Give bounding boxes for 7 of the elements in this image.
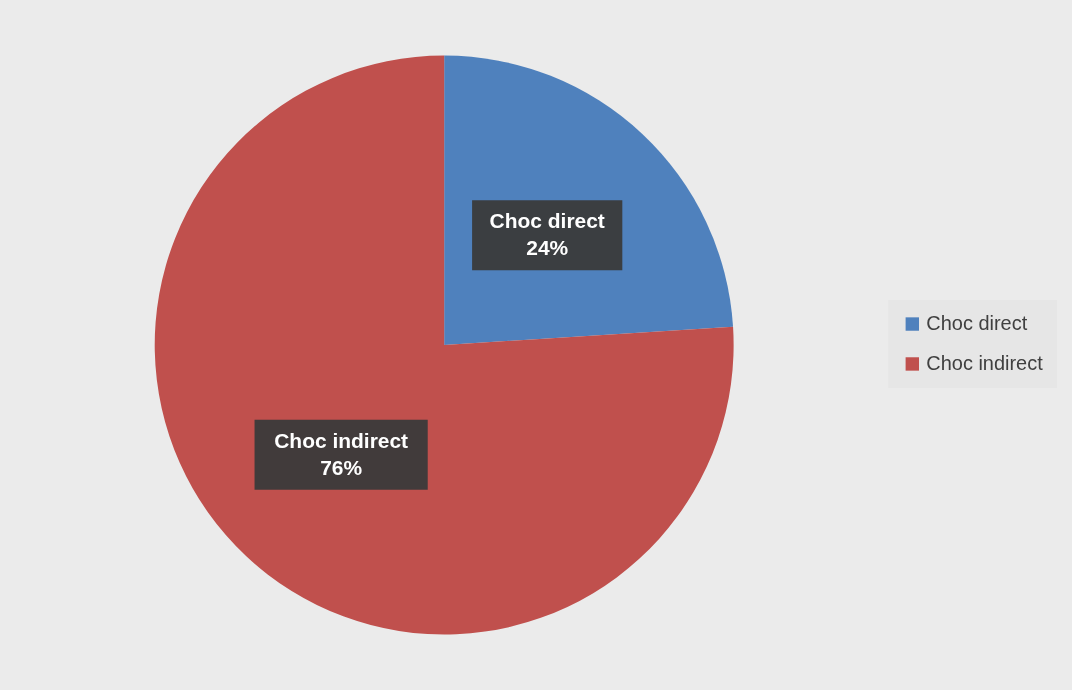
- data-label: 24%: [526, 236, 569, 260]
- slice-label: Choc direct: [489, 209, 605, 233]
- legend-label: Choc direct: [926, 312, 1028, 335]
- data-label: 76%: [320, 455, 363, 479]
- legend-label: Choc indirect: [926, 351, 1044, 374]
- pie-slice: [154, 55, 734, 635]
- slice-label: Choc indirect: [274, 428, 409, 452]
